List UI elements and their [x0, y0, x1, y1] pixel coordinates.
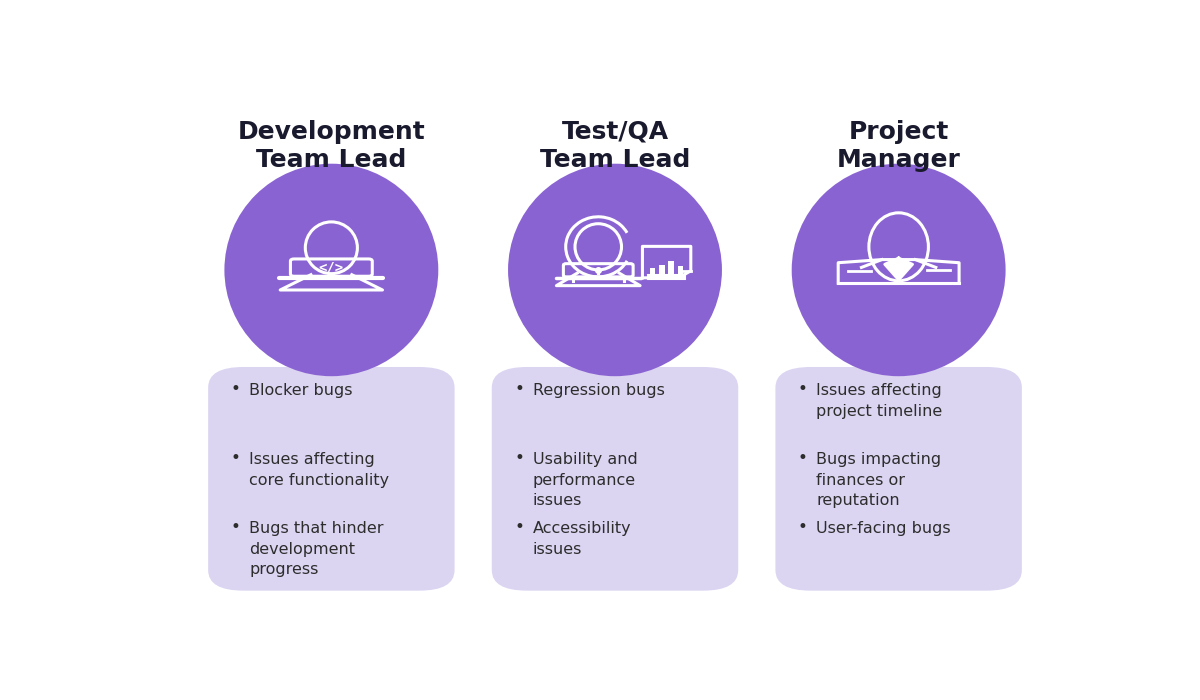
Text: •: •: [798, 381, 808, 398]
FancyBboxPatch shape: [678, 266, 683, 274]
Ellipse shape: [224, 164, 438, 376]
Text: •: •: [514, 449, 524, 468]
Ellipse shape: [508, 164, 722, 376]
Text: •: •: [514, 519, 524, 536]
Text: Issues affecting
project timeline: Issues affecting project timeline: [816, 383, 942, 419]
Text: Bugs that hinder
development
progress: Bugs that hinder development progress: [250, 521, 384, 577]
FancyBboxPatch shape: [668, 261, 674, 274]
Text: Usability and
performance
issues: Usability and performance issues: [533, 452, 637, 508]
Text: Regression bugs: Regression bugs: [533, 383, 665, 398]
Text: Development
Team Lead: Development Team Lead: [238, 120, 425, 172]
Text: •: •: [230, 519, 240, 536]
FancyBboxPatch shape: [492, 367, 738, 591]
Text: Accessibility
issues: Accessibility issues: [533, 521, 631, 556]
Text: •: •: [230, 449, 240, 468]
Text: Test/QA
Team Lead: Test/QA Team Lead: [540, 120, 690, 172]
Ellipse shape: [594, 340, 636, 382]
Text: •: •: [798, 519, 808, 536]
Text: Issues affecting
core functionality: Issues affecting core functionality: [250, 452, 389, 487]
Text: •: •: [230, 381, 240, 398]
Text: Bugs impacting
finances or
reputation: Bugs impacting finances or reputation: [816, 452, 942, 508]
Text: Blocker bugs: Blocker bugs: [250, 383, 353, 398]
FancyBboxPatch shape: [659, 265, 665, 274]
Ellipse shape: [792, 164, 1006, 376]
Text: User-facing bugs: User-facing bugs: [816, 521, 950, 536]
Ellipse shape: [311, 340, 352, 382]
Text: </>: </>: [319, 260, 344, 274]
Text: •: •: [514, 381, 524, 398]
Text: Project
Manager: Project Manager: [836, 120, 960, 172]
Polygon shape: [884, 258, 913, 280]
Text: •: •: [798, 449, 808, 468]
FancyBboxPatch shape: [208, 367, 455, 591]
Ellipse shape: [878, 340, 919, 382]
FancyBboxPatch shape: [775, 367, 1022, 591]
FancyBboxPatch shape: [650, 268, 655, 274]
